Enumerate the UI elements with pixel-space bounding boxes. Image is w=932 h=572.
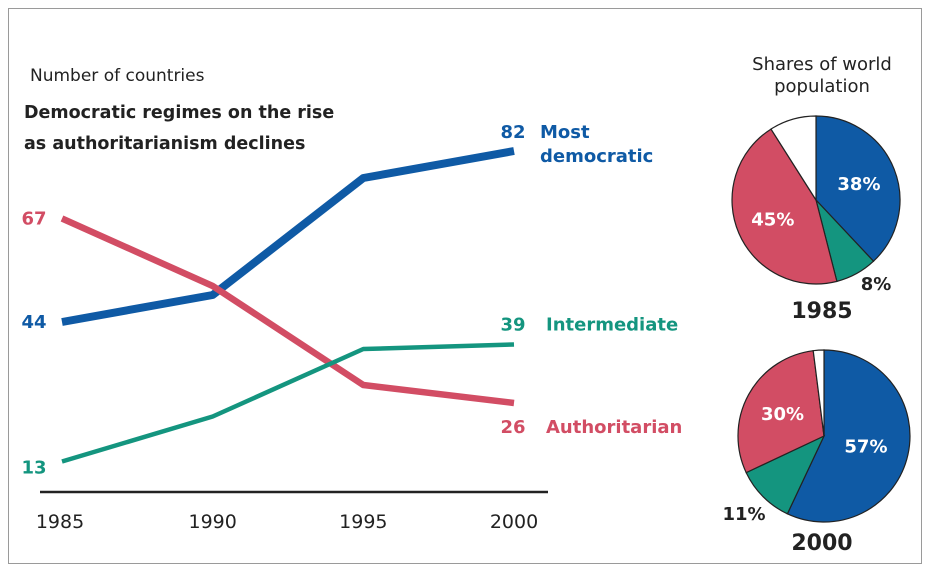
- pie-slice-label: 8%: [861, 274, 892, 295]
- x-tick-label: 1985: [36, 511, 84, 533]
- pie-slice: [815, 115, 901, 263]
- series-name-label: Most: [540, 122, 590, 143]
- chart-title: Democratic regimes on the rise as author…: [24, 98, 384, 160]
- pie-slice: [737, 350, 825, 474]
- pie-slice: [786, 349, 911, 523]
- pie-slice-label: 45%: [751, 210, 794, 231]
- x-tick-label: 1990: [188, 511, 236, 533]
- end-value-label: 26: [500, 417, 525, 438]
- start-value-label: 13: [21, 458, 46, 479]
- series-name-label: Intermediate: [546, 315, 678, 336]
- end-value-label: 82: [500, 122, 525, 143]
- pie-slice: [812, 349, 825, 437]
- end-value-label: 39: [500, 315, 525, 336]
- chart-title-line-2: as authoritarianism declines: [24, 134, 306, 154]
- pie-slice: [731, 128, 838, 285]
- series-line-intermediate: [61, 342, 515, 464]
- chart-title-line-1: Democratic regimes on the rise: [24, 103, 335, 123]
- pie-slice-label: 11%: [722, 504, 765, 525]
- pie-year-label: 2000: [791, 531, 852, 556]
- start-value-label: 44: [21, 312, 46, 333]
- pie-slice-label: 57%: [844, 436, 887, 457]
- pie-slice-label: 38%: [837, 174, 880, 195]
- chart-subtitle: Number of countries: [30, 66, 205, 86]
- series-name-label: Authoritarian: [546, 417, 682, 438]
- x-tick-label: 2000: [490, 511, 538, 533]
- pie-heading: Shares of world population: [752, 54, 892, 97]
- series-line-authoritarian: [60, 215, 515, 407]
- pie-year-label: 1985: [791, 299, 852, 324]
- pie-slice: [770, 115, 817, 203]
- series-name-label: democratic: [540, 146, 653, 167]
- start-value-label: 67: [21, 209, 46, 230]
- pie-slice-label: 30%: [761, 404, 804, 425]
- x-tick-label: 1995: [339, 511, 387, 533]
- series-line-most-democratic: [61, 147, 515, 326]
